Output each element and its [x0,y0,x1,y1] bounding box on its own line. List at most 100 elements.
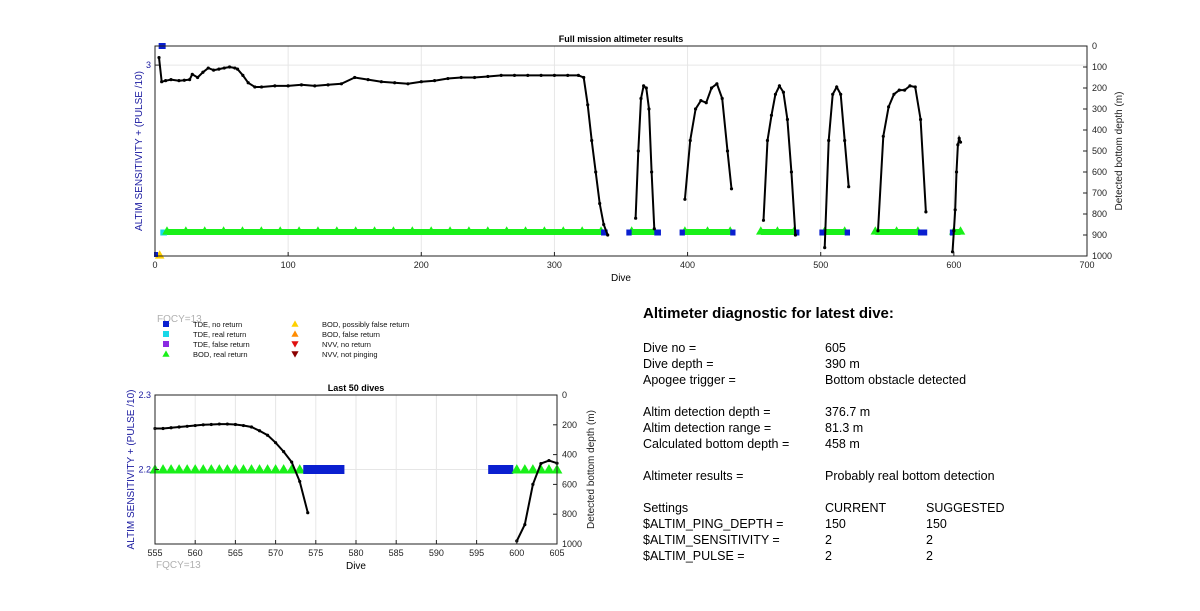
setting-name: $ALTIM_SENSITIVITY = [643,533,780,547]
depth-point [639,96,643,101]
depth-point [957,136,961,140]
setting-row: $ALTIM_PING_DEPTH = 150 150 [643,516,1063,532]
depth-point [188,78,192,82]
x-tick-label: 500 [813,260,828,270]
event-marker [221,464,233,474]
y2-tick-label: 500 [1092,146,1107,156]
event-marker [511,464,523,474]
depth-point [406,82,410,86]
y2-tick-label: 700 [1092,188,1107,198]
depth-point [952,229,956,233]
depth-point [235,67,240,71]
event-marker [157,464,169,474]
depth-line [158,57,609,236]
depth-point [539,461,543,466]
depth-point [353,75,357,80]
y2-tick-label: 300 [1092,104,1107,114]
y-tick-label: 3 [146,60,151,70]
legend-overlay-text: FQCY=13 [157,314,202,325]
depth-point [249,425,254,429]
setting-row: $ALTIM_PULSE = 2 2 [643,548,1063,564]
depth-point [233,66,237,70]
event-marker [543,464,555,474]
event-band [601,229,608,236]
event-marker [332,226,342,235]
event-marker [218,226,229,235]
event-marker [313,226,323,235]
calc-depth-value: 458 m [825,437,860,451]
depth-point [157,55,161,60]
depth-point [839,92,843,96]
depth-point [499,73,503,77]
event-marker [407,226,418,235]
depth-point [211,68,216,72]
event-band [794,229,800,236]
x-tick-label: 560 [188,548,203,558]
depth-point [956,143,960,147]
event-marker [238,464,249,474]
y2-tick-label: 900 [1092,230,1107,240]
event-band [917,229,928,236]
depth-point [699,99,703,103]
event-marker [520,226,531,235]
depth-point [793,233,798,237]
depth-point [206,66,210,70]
event-band [953,229,961,235]
legend-marker [291,330,299,337]
depth-point [185,424,189,428]
depth-point [241,423,246,428]
depth-point [647,107,651,111]
dive-no-label: Dive no = [643,341,697,355]
depth-point [634,216,638,220]
x-tick-label: 575 [308,548,323,558]
event-band [844,229,851,236]
dive-no-value: 605 [825,341,846,355]
event-marker [539,226,550,235]
depth-point [164,79,168,83]
y2-tick-label: 0 [562,390,567,400]
depth-point [459,75,463,80]
depth-point [598,201,602,206]
depth-point [257,429,262,433]
depth-point [954,170,959,174]
depth-point [526,73,530,77]
setting-current: 150 [825,517,846,531]
dive-depth-value: 390 m [825,357,860,371]
depth-point [781,90,786,94]
legend-marker [291,341,299,348]
legend-marker [163,321,169,327]
depth-point [924,210,928,214]
x-tick-label: 595 [469,548,484,558]
depth-point [576,73,580,77]
depth-point [286,84,290,88]
legend-marker [162,350,170,357]
legend-label: TDE, false return [193,340,250,349]
event-marker [388,226,399,235]
x-tick-label: 580 [348,548,363,558]
chart-title: Full mission altimeter results [559,34,684,44]
depth-point [785,117,790,122]
depth-point [950,250,955,254]
depth-point [918,117,923,122]
event-band [730,229,736,236]
depth-point [233,422,237,427]
x-tick-label: 400 [680,260,695,270]
depth-point [160,80,164,84]
x-tick-label: 100 [281,260,296,270]
depth-point [201,70,205,74]
depth-point [843,138,847,143]
depth-point [823,246,827,250]
event-marker [254,464,265,474]
event-band [949,229,954,236]
depth-point [273,84,277,88]
current-label: CURRENT [825,501,887,515]
depth-point [835,85,839,89]
depth-point [582,75,586,80]
event-marker [165,464,177,474]
event-marker [426,226,436,235]
depth-point [169,78,173,82]
depth-point [523,523,527,527]
depth-point [274,441,278,445]
event-marker [870,226,881,235]
event-marker [577,226,587,235]
